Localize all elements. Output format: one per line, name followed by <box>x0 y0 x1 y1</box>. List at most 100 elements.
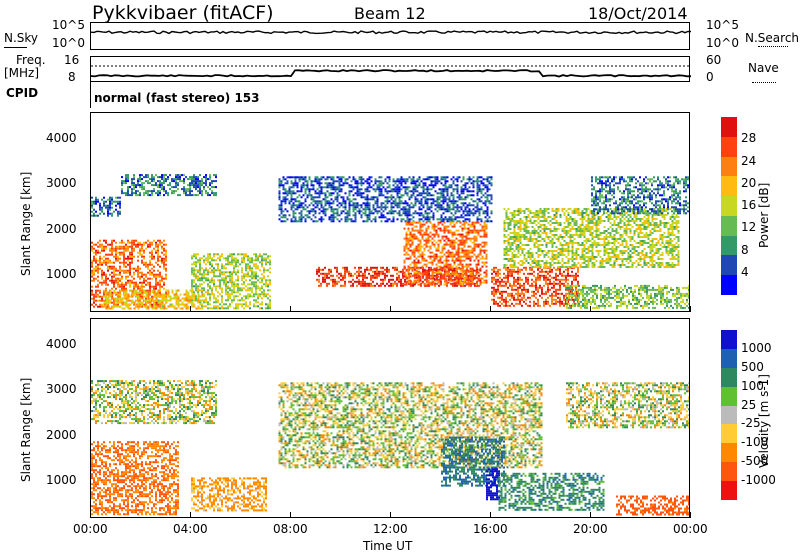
heatmap-cell <box>127 180 129 183</box>
heatmap-cell <box>127 176 129 179</box>
heatmap-cell <box>169 182 171 185</box>
heatmap-cell <box>145 307 148 310</box>
heatmap-cell <box>451 235 454 238</box>
heatmap-cell <box>125 287 127 290</box>
heatmap-cell <box>300 188 303 191</box>
heatmap-cell <box>462 192 465 195</box>
heatmap-cell <box>419 223 422 226</box>
heatmap-cell <box>127 305 130 308</box>
heatmap-cell <box>145 176 147 179</box>
heatmap-cell <box>372 188 375 191</box>
heatmap-cell <box>109 273 111 276</box>
heatmap-cell <box>440 206 443 209</box>
heatmap-cell <box>109 198 111 201</box>
heatmap-cell <box>376 204 379 207</box>
heatmap-cell <box>488 202 491 205</box>
heatmap-cell <box>300 220 303 223</box>
heatmap-cell <box>269 271 271 274</box>
heatmap-cell <box>428 184 431 187</box>
heatmap-cell <box>117 301 120 304</box>
heatmap-cell <box>452 214 455 217</box>
heatmap-cell <box>251 295 253 298</box>
heatmap-cell <box>131 243 133 246</box>
heatmap-cell <box>368 272 370 275</box>
heatmap-cell <box>346 212 349 215</box>
heatmap-cell <box>366 216 369 219</box>
heatmap-cell <box>241 299 243 302</box>
heatmap-cell <box>95 253 97 256</box>
heatmap-cell <box>439 221 442 224</box>
heatmap-cell <box>133 239 135 242</box>
heatmap-cell <box>543 270 545 273</box>
heatmap-cell <box>413 265 416 268</box>
heatmap-cell <box>450 212 453 215</box>
heatmap-cell <box>185 176 187 179</box>
heatmap-cell <box>145 303 147 306</box>
heatmap-cell <box>444 216 447 219</box>
heatmap-cell <box>145 190 147 193</box>
heatmap-cell <box>436 198 439 201</box>
heatmap-cell <box>135 303 138 306</box>
heatmap-cell <box>231 291 233 294</box>
heatmap-cell <box>117 279 119 282</box>
heatmap-cell <box>282 220 285 223</box>
heatmap-cell <box>324 272 326 275</box>
heatmap-cell <box>485 223 488 226</box>
heatmap-cell <box>113 289 116 292</box>
heatmap-cell <box>465 273 468 276</box>
heatmap-cell <box>243 275 245 278</box>
heatmap-cell <box>205 305 207 308</box>
heatmap-cell <box>463 281 466 284</box>
heatmap-cell <box>133 291 136 294</box>
heatmap-cell <box>433 245 436 248</box>
heatmap-cell <box>123 303 126 306</box>
heatmap-cell <box>425 243 428 246</box>
heatmap-cell <box>535 276 537 279</box>
heatmap-cell <box>177 176 179 179</box>
heatmap-cell <box>380 182 383 185</box>
heatmap-cell <box>394 182 397 185</box>
heatmap-cell <box>567 288 569 291</box>
heatmap-cell <box>125 180 127 183</box>
heatmap-cell <box>131 253 133 256</box>
heatmap-cell <box>445 281 448 284</box>
heatmap-cell <box>251 275 253 278</box>
heatmap-cell <box>338 280 340 283</box>
heatmap-cell <box>445 271 448 274</box>
heatmap-cell <box>157 273 159 276</box>
heatmap-cell <box>131 299 134 302</box>
heatmap-cell <box>181 180 183 183</box>
heatmap-cell <box>479 269 482 272</box>
heatmap-cell <box>157 301 160 304</box>
heatmap-cell <box>380 202 383 205</box>
heatmap-cell <box>468 178 471 181</box>
heatmap-cell <box>412 220 415 223</box>
heatmap-cell <box>121 245 123 248</box>
heatmap-cell <box>253 259 255 262</box>
heatmap-cell <box>432 186 435 189</box>
heatmap-cell <box>511 286 513 289</box>
heatmap-cell <box>382 278 384 281</box>
heatmap-cell <box>454 178 457 181</box>
heatmap-cell <box>133 273 135 276</box>
heatmap-cell <box>426 216 429 219</box>
heatmap-cell <box>527 290 529 293</box>
heatmap-cell <box>324 178 327 181</box>
heatmap-cell <box>433 223 436 226</box>
heatmap-cell <box>334 198 337 201</box>
heatmap-cell <box>239 289 241 292</box>
heatmap-cell <box>421 225 424 228</box>
heatmap-cell <box>479 229 482 232</box>
heatmap-cell <box>388 268 390 271</box>
heatmap-cell <box>412 194 415 197</box>
heatmap-cell <box>99 303 101 306</box>
heatmap-cell <box>111 200 113 203</box>
heatmap-cell <box>344 182 347 185</box>
heatmap-cell <box>421 253 424 256</box>
heatmap-cell <box>442 192 445 195</box>
heatmap-cell <box>480 188 483 191</box>
heatmap-cell <box>413 225 416 228</box>
heatmap-cell <box>428 218 431 221</box>
heatmap-cell <box>461 275 464 278</box>
heatmap-cell <box>422 274 424 277</box>
